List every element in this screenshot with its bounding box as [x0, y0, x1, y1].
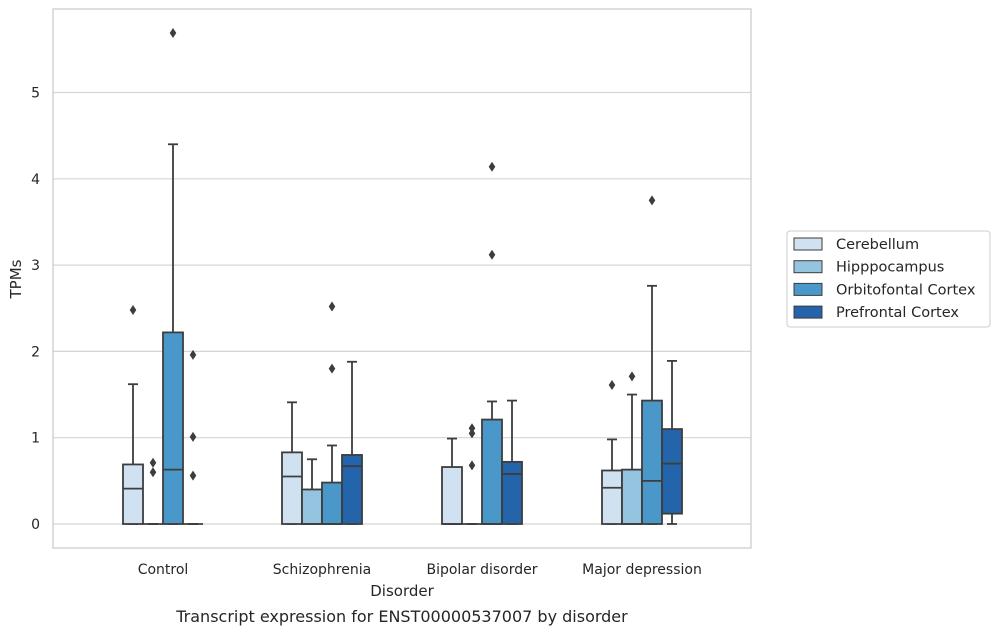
box-group [183, 349, 203, 525]
y-tick-label: 3 [31, 258, 40, 274]
box-iqr [501, 460, 523, 525]
box-iqr [281, 451, 303, 525]
y-axis-label: TPMs [7, 259, 25, 299]
plot-frame [52, 8, 752, 549]
legend-swatch [793, 260, 823, 274]
box-iqr [601, 469, 623, 525]
outlier-point [468, 423, 476, 434]
box-iqr [641, 399, 663, 525]
legend-swatch [793, 237, 823, 251]
outlier-point [169, 27, 177, 38]
legend-label: Hipppocampus [836, 260, 944, 276]
outlier-point [488, 249, 496, 260]
box-group [462, 423, 482, 525]
legend-label: Orbitofontal Cortex [836, 282, 976, 298]
outlier-point [189, 349, 197, 360]
box-iqr [301, 488, 323, 525]
y-tick-label: 2 [31, 344, 40, 360]
box-group [501, 399, 523, 525]
box-iqr [341, 454, 363, 525]
x-tick-label: Control [138, 562, 189, 578]
x-tick-label: Bipolar disorder [426, 562, 537, 578]
outlier-point [468, 428, 476, 439]
outlier-point [328, 363, 336, 374]
legend: Cerebellum Hipppocampus Orbitofontal Corte… [786, 230, 991, 328]
x-tick-label: Schizophrenia [273, 562, 371, 578]
box-group [281, 401, 303, 525]
outlier-point [189, 431, 197, 442]
x-axis-label: Disorder [370, 582, 434, 600]
box-group [122, 304, 144, 525]
box-group [321, 301, 343, 525]
outlier-point [488, 161, 496, 172]
legend-label: Prefrontal Cortex [836, 305, 959, 321]
x-tick-labels: Control Schizophrenia Bipolar disorder Majo… [138, 562, 702, 578]
box-groups [122, 27, 683, 525]
legend-swatch [793, 282, 823, 296]
y-tick-label: 5 [31, 86, 40, 102]
box-group [661, 359, 683, 525]
legend-frame [786, 230, 991, 328]
box-iqr [122, 463, 144, 525]
box-group [441, 437, 463, 525]
y-tick-label: 1 [31, 431, 40, 447]
outlier-point [628, 371, 636, 382]
outlier-point [189, 470, 197, 481]
y-tick-label: 0 [31, 517, 40, 533]
box-group [601, 380, 623, 525]
x-tick-label: Major depression [582, 562, 702, 578]
outlier-point [648, 195, 656, 206]
box-iqr [661, 428, 683, 515]
box-group [143, 457, 163, 525]
box-iqr [162, 331, 184, 525]
outlier-point [149, 457, 157, 468]
box-group [341, 360, 363, 525]
box-iqr [481, 418, 503, 525]
legend-swatch [793, 305, 823, 319]
legend-label: Cerebellum [836, 237, 919, 253]
y-tick-label: 4 [31, 172, 40, 188]
box-iqr [621, 468, 643, 525]
outlier-point [149, 467, 157, 478]
y-tick-labels: 0 1 2 3 4 5 [31, 86, 40, 534]
box-group [641, 195, 663, 525]
box-iqr [321, 481, 343, 525]
outlier-point [468, 460, 476, 471]
outlier-point [328, 301, 336, 312]
box-group [162, 27, 184, 525]
chart-caption: Transcript expression for ENST0000053700… [175, 607, 628, 626]
outlier-point [129, 304, 137, 315]
box-iqr [441, 466, 463, 525]
outlier-point [608, 380, 616, 391]
